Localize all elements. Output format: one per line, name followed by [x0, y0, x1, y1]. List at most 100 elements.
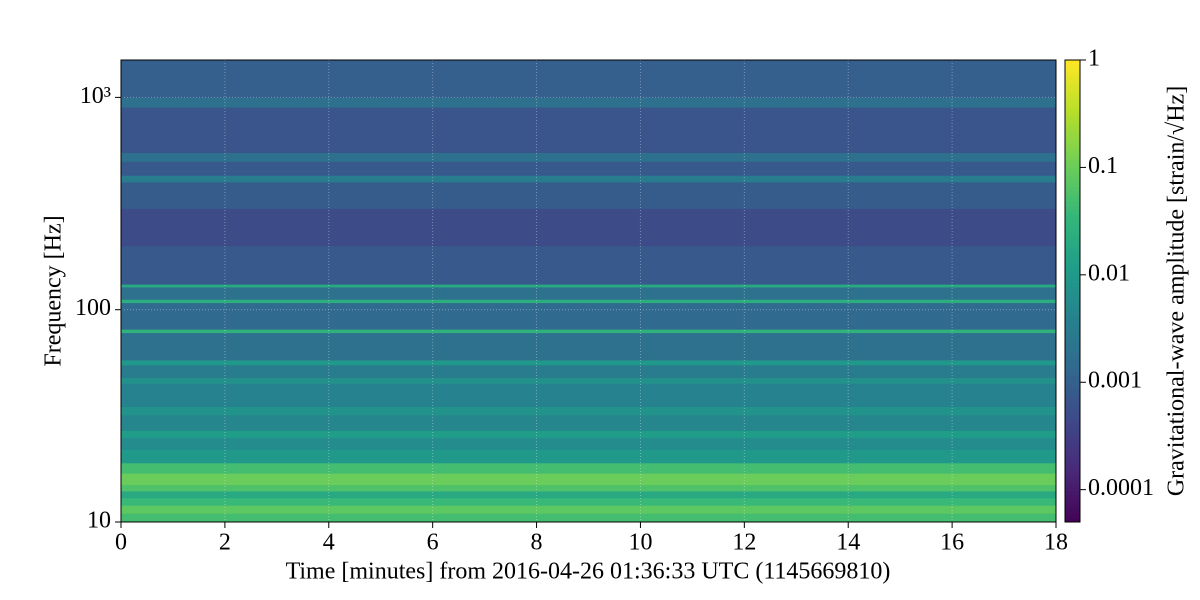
colorbar-step: [1065, 433, 1080, 438]
spectrogram-band: [121, 449, 1056, 464]
spectrogram-band: [121, 302, 1056, 330]
x-tick-label: 0: [115, 530, 127, 556]
x-tick-label: 6: [427, 530, 439, 556]
colorbar-step: [1065, 106, 1080, 111]
colorbar-step: [1065, 506, 1080, 511]
colorbar-step: [1065, 190, 1080, 196]
colorbar-step: [1065, 229, 1080, 234]
colorbar-step: [1065, 75, 1080, 80]
colorbar-step: [1065, 187, 1080, 192]
colorbar-step: [1065, 383, 1080, 388]
colorbar-step: [1065, 294, 1080, 300]
colorbar-step: [1065, 437, 1080, 442]
colorbar-step: [1065, 518, 1080, 523]
spectrogram-band: [121, 497, 1056, 506]
colorbar-step: [1065, 291, 1080, 296]
colorbar-step: [1065, 129, 1080, 134]
colorbar-step: [1065, 498, 1080, 504]
colorbar-step: [1065, 264, 1080, 269]
colorbar-step: [1065, 487, 1080, 492]
colorbar-step: [1065, 90, 1080, 96]
colorbar-step: [1065, 214, 1080, 219]
colorbar-step: [1065, 63, 1080, 69]
colorbar-step: [1065, 483, 1080, 488]
spectrogram-band: [121, 284, 1056, 288]
colorbar-step: [1065, 387, 1080, 392]
colorbar-step: [1065, 194, 1080, 200]
colorbar-step: [1065, 418, 1080, 423]
colorbar-step: [1065, 325, 1080, 330]
spectrogram-band: [121, 181, 1056, 209]
colorbar-step: [1065, 267, 1080, 273]
colorbar-step: [1065, 175, 1080, 180]
colorbar-step: [1065, 375, 1080, 381]
colorbar-step: [1065, 379, 1080, 384]
colorbar-step: [1065, 233, 1080, 238]
spectrogram-band: [121, 97, 1056, 108]
colorbar-step: [1065, 471, 1080, 477]
colorbar-step: [1065, 252, 1080, 257]
colorbar-step: [1065, 163, 1080, 169]
colorbar-step: [1065, 171, 1080, 176]
colorbar-step: [1065, 137, 1080, 142]
y-axis-label: Frequency [Hz]: [41, 215, 67, 366]
colorbar-tick-label: 0.001: [1088, 368, 1142, 394]
colorbar-step: [1065, 352, 1080, 357]
colorbar-step: [1065, 491, 1080, 496]
colorbar-step: [1065, 298, 1080, 304]
spectrogram-band: [121, 490, 1056, 499]
colorbar-step: [1065, 110, 1080, 115]
colorbar-step: [1065, 306, 1080, 311]
colorbar-step: [1065, 140, 1080, 146]
y-tick-label: 10³: [80, 83, 111, 109]
colorbar-step: [1065, 448, 1080, 454]
colorbar-step: [1065, 237, 1080, 242]
colorbar-step: [1065, 202, 1080, 207]
colorbar-step: [1065, 156, 1080, 161]
colorbar-step: [1065, 206, 1080, 211]
x-axis-label: Time [minutes] from 2016-04-26 01:36:33 …: [286, 559, 891, 585]
spectrogram-band: [121, 107, 1056, 154]
colorbar-step: [1065, 394, 1080, 400]
spectrogram-band: [121, 430, 1056, 439]
colorbar-step: [1065, 221, 1080, 227]
colorbar-step: [1065, 167, 1080, 173]
colorbar-step: [1065, 337, 1080, 342]
colorbar-step: [1065, 460, 1080, 465]
colorbar-tick-label: 0.0001: [1088, 475, 1154, 501]
colorbar-step: [1065, 225, 1080, 230]
colorbar-step: [1065, 86, 1080, 92]
spectrogram-band: [121, 437, 1056, 450]
colorbar-step: [1065, 121, 1080, 126]
plot-frame: [120, 59, 1057, 523]
spectrogram-band: [121, 208, 1056, 247]
colorbar-step: [1065, 248, 1080, 253]
colorbar-step: [1065, 302, 1080, 307]
colorbar-step: [1065, 368, 1080, 373]
colorbar-step: [1065, 391, 1080, 396]
colorbar-step: [1065, 452, 1080, 458]
colorbar-step: [1065, 514, 1080, 519]
colorbar-step: [1065, 348, 1080, 354]
colorbar-tick-label: 0.01: [1088, 260, 1130, 286]
colorbar-step: [1065, 468, 1080, 473]
x-tick-label: 2: [219, 530, 231, 556]
spectrogram-band: [121, 513, 1056, 523]
colorbar-step: [1065, 279, 1080, 284]
spectrogram-band: [121, 175, 1056, 183]
spectrogram-band: [121, 245, 1056, 285]
spectrogram-band: [121, 462, 1056, 474]
colorbar-step: [1065, 502, 1080, 508]
colorbar-step: [1065, 421, 1080, 427]
colorbar-step: [1065, 152, 1080, 157]
colorbar-step: [1065, 441, 1080, 446]
x-tick-label: 18: [1044, 530, 1068, 556]
spectrogram-band: [121, 286, 1056, 300]
colorbar-step: [1065, 475, 1080, 481]
colorbar-step: [1065, 495, 1080, 500]
colorbar-step: [1065, 210, 1080, 215]
x-tick-label: 16: [940, 530, 964, 556]
x-tick-label: 14: [836, 530, 860, 556]
spectrogram-band: [121, 383, 1056, 407]
colorbar-step: [1065, 479, 1080, 484]
